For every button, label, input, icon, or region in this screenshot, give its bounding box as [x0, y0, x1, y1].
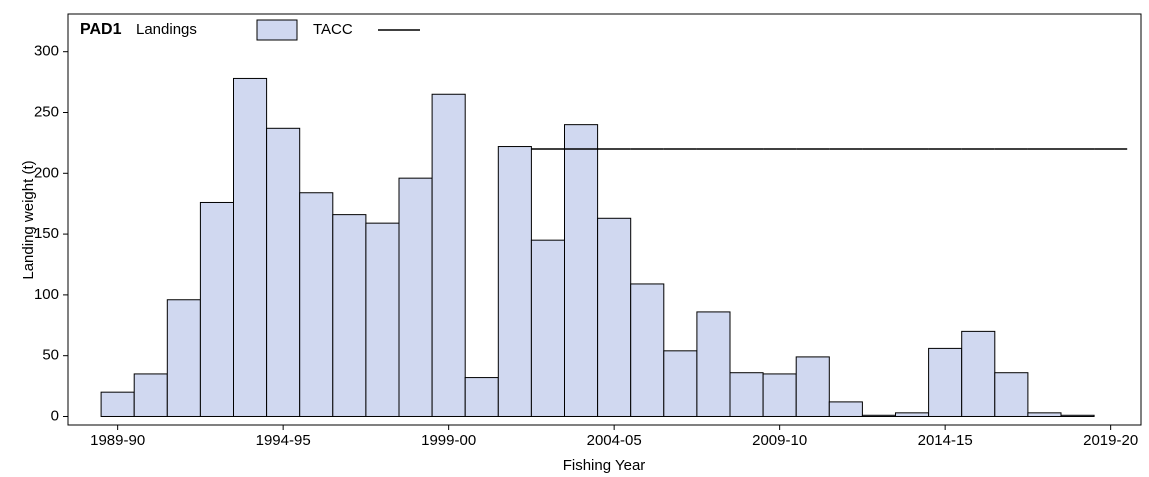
x-tick-label: 2019-20 — [1083, 432, 1138, 449]
bar — [398, 177, 433, 417]
bar — [365, 222, 400, 417]
bar — [928, 347, 963, 417]
bar — [663, 350, 698, 417]
bar — [497, 146, 532, 417]
x-tick-label: 2009-10 — [752, 432, 807, 449]
x-tick-label: 1989-90 — [90, 432, 145, 449]
bar — [994, 372, 1029, 417]
bar — [961, 330, 996, 417]
bar — [464, 377, 499, 417]
bar — [861, 414, 897, 417]
legend-label: Landings — [136, 21, 197, 38]
y-tick-label: 0 — [51, 407, 59, 424]
bar — [332, 214, 367, 417]
bar — [1060, 414, 1095, 417]
bar — [133, 373, 168, 417]
x-tick-label: 1994-95 — [256, 432, 311, 449]
bar — [630, 283, 665, 417]
y-tick-label: 100 — [34, 286, 59, 303]
bar — [266, 127, 301, 417]
bar — [762, 373, 797, 417]
bar — [564, 124, 599, 417]
bar — [199, 201, 234, 417]
x-tick-label: 2004-05 — [587, 432, 642, 449]
bar — [696, 311, 731, 417]
bar — [729, 372, 764, 417]
legend-swatch — [256, 19, 298, 41]
bar — [828, 401, 863, 417]
bar — [299, 192, 334, 417]
bar — [166, 299, 201, 417]
legend-title: PAD1 — [80, 21, 122, 38]
bar — [233, 77, 268, 417]
y-tick-label: 300 — [34, 43, 59, 60]
x-tick-label: 2014-15 — [918, 432, 973, 449]
y-axis-label: Landing weight (t) — [20, 160, 37, 279]
bar — [530, 239, 566, 417]
bar — [431, 93, 466, 417]
y-tick-label: 50 — [42, 347, 59, 364]
y-tick-label: 250 — [34, 103, 59, 120]
bar — [795, 356, 830, 417]
legend-label: TACC — [313, 21, 353, 38]
bar — [597, 217, 632, 417]
x-axis-label: Fishing Year — [563, 457, 646, 474]
bar — [1027, 412, 1062, 417]
bar — [100, 391, 135, 417]
y-tick-label: 200 — [34, 164, 59, 181]
bar — [895, 412, 930, 417]
x-tick-label: 1999-00 — [421, 432, 476, 449]
y-tick-label: 150 — [34, 225, 59, 242]
plot-frame — [67, 13, 1142, 426]
